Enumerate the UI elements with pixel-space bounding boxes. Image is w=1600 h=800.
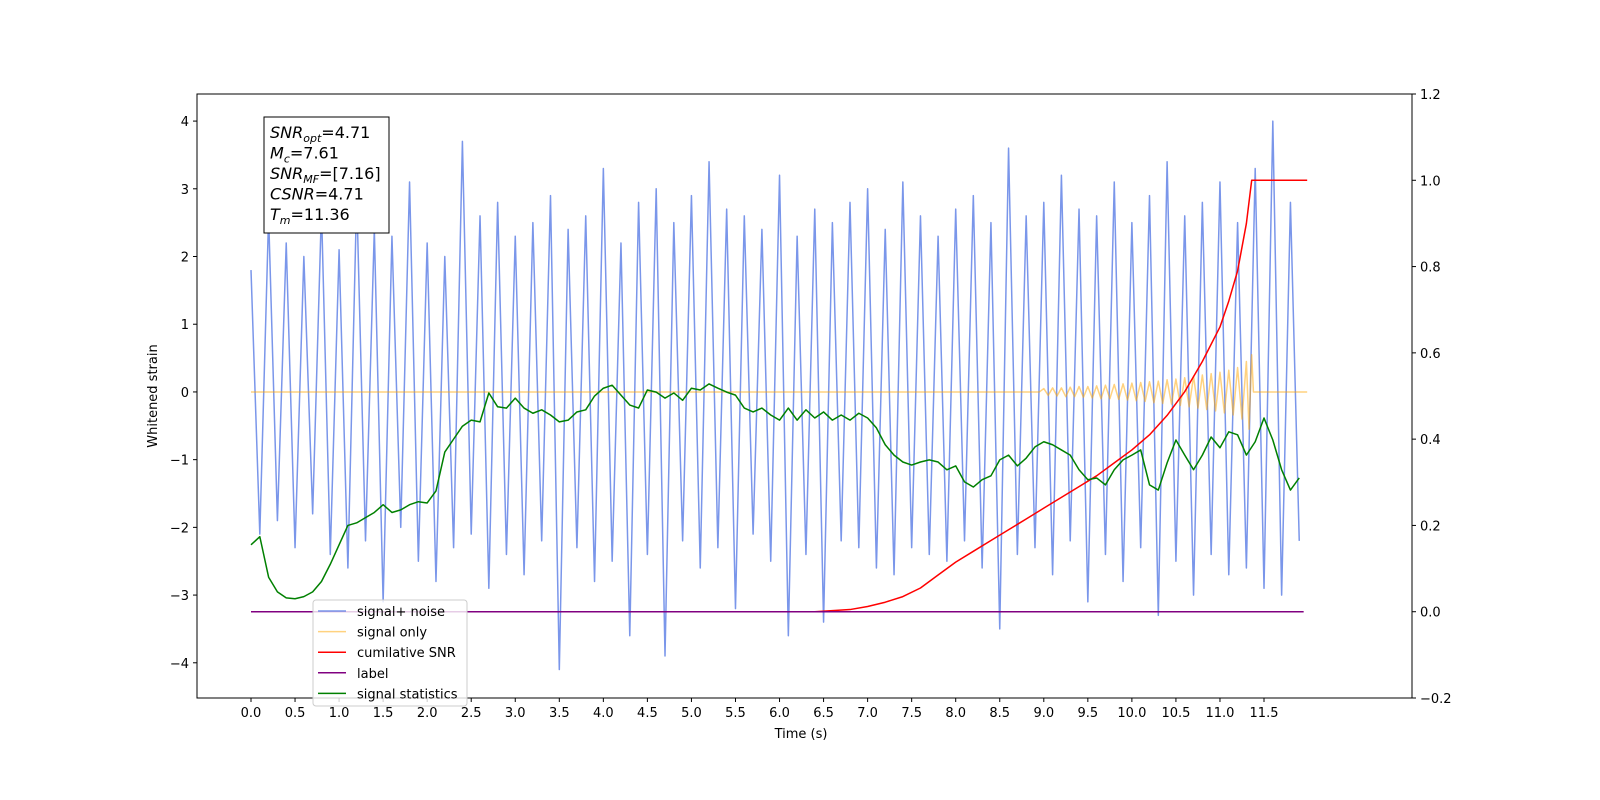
x-tick-label: 5.5 [725,706,746,721]
y2-tick-label: 0.6 [1420,347,1441,362]
x-tick-label: 10.0 [1117,706,1146,721]
y2-tick-label: 0.2 [1420,519,1441,534]
x-tick-label: 1.5 [373,706,394,721]
x-tick-label: 11.0 [1205,706,1234,721]
x-tick-label: 4.5 [637,706,658,721]
series-line [250,120,1300,671]
annotation-symbol: T [270,205,281,224]
legend-box [312,599,468,707]
x-tick-label: 11.5 [1250,706,1279,721]
x-tick-label: 3.0 [505,706,526,721]
annotation-value: =[7.16] [319,164,381,183]
legend-label: label [357,667,388,682]
y2-tick-label: 0.8 [1420,261,1441,276]
annotation-subscript: c [284,153,290,166]
legend-label: signal only [357,626,427,641]
y-tick-label: −3 [170,589,189,604]
x-tick-label: 6.0 [769,706,790,721]
x-tick-label: 1.0 [329,706,350,721]
x-tick-label: 9.5 [1077,706,1098,721]
x-tick-label: 2.0 [417,706,438,721]
y2-tick-label: 0.0 [1420,606,1441,621]
annotation-symbol: SNR [270,164,303,183]
y2-tick-label: 1.2 [1420,88,1441,103]
x-tick-label: 2.5 [461,706,482,721]
annotation-subscript: m [280,214,291,227]
x-tick-label: 8.5 [989,706,1010,721]
x-tick-label: 6.5 [813,706,834,721]
y-axis-label: Whitened strain [146,344,161,447]
legend-label: signal+ noise [357,605,445,620]
y-tick-label: −2 [170,521,189,536]
annotation-subscript: opt [303,132,322,145]
annotation-line: CSNR=4.71 [270,185,364,204]
series-line [251,179,1308,613]
y-tick-label: −4 [170,657,189,672]
y2-tick-label: 0.4 [1420,433,1441,448]
y2-tick-label: 1.0 [1420,174,1441,189]
legend-label: signal statistics [357,687,458,702]
annotation-subscript: MF [303,173,319,186]
annotation-value: =11.36 [291,205,350,224]
annotation-line: Mc=7.61 [270,144,339,166]
y-tick-label: 2 [181,251,189,266]
x-tick-label: 7.5 [901,706,922,721]
x-tick-label: 4.0 [593,706,614,721]
x-tick-label: 10.5 [1161,706,1190,721]
annotation-line: Tm=11.36 [270,205,350,227]
y-tick-label: −1 [170,454,189,469]
x-tick-label: 9.0 [1033,706,1054,721]
annotation-symbol: SNR [270,123,303,142]
legend-label: cumilative SNR [357,646,456,661]
x-axis-label: Time (s) [774,727,828,742]
x-tick-label: 8.0 [945,706,966,721]
x-tick-label: 0.0 [241,706,262,721]
y2-tick-label: −0.2 [1420,692,1452,707]
annotation-line: SNRMF=[7.16] [270,164,381,186]
plot-frame [196,93,1413,699]
x-tick-label: 0.5 [285,706,306,721]
y-tick-label: 3 [181,183,189,198]
x-tick-label: 3.5 [549,706,570,721]
y-tick-label: 0 [181,386,189,401]
annotation-value: =4.71 [321,123,370,142]
x-tick-label: 5.0 [681,706,702,721]
annotation-symbol: CSNR [270,185,315,204]
x-tick-label: 7.0 [857,706,878,721]
y-tick-label: 1 [181,318,189,333]
annotation-value: =4.71 [315,185,364,204]
series-line [251,353,1308,430]
annotation-box [263,116,390,234]
annotation-line: SNRopt=4.71 [270,123,370,145]
annotation-value: =7.61 [290,144,339,163]
annotation-symbol: M [270,144,284,163]
series-line [250,383,1300,600]
y-tick-label: 4 [181,115,189,130]
